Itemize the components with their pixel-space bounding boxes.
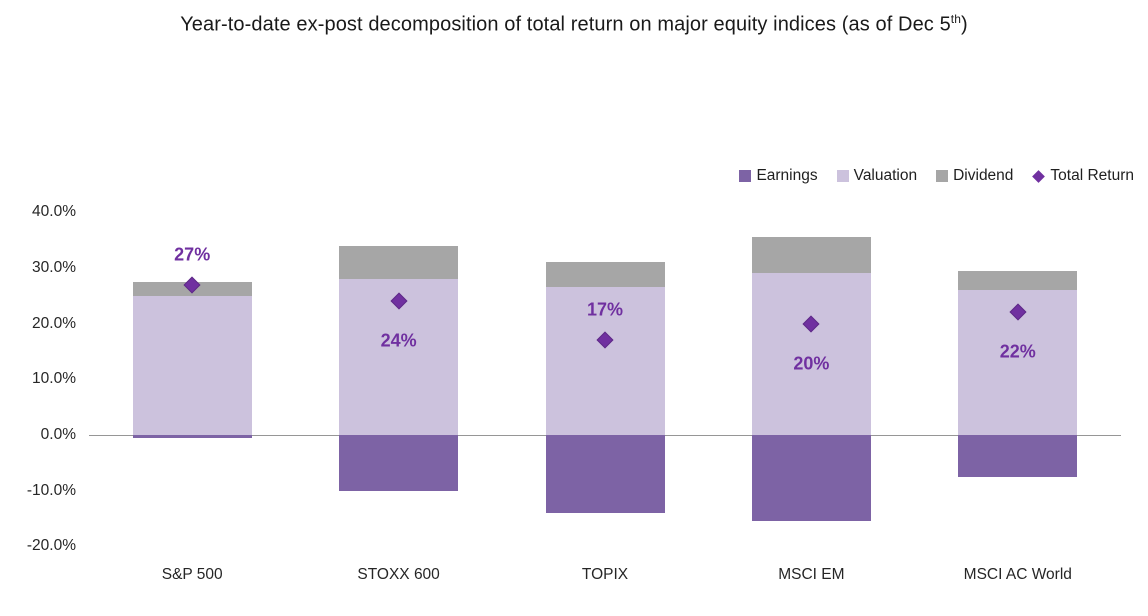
legend-item-valuation: Valuation (836, 167, 918, 185)
total-return-label-stoxx-600: 24% (380, 330, 417, 351)
x-axis-category-msci-em: MSCI EM (778, 566, 845, 583)
legend-item-earnings: Earnings (739, 167, 818, 185)
bar-segment-earnings-stoxx-600 (339, 435, 459, 491)
y-axis-tick-40.0%: 40.0% (32, 203, 76, 221)
x-axis-category-stoxx-600: STOXX 600 (357, 566, 440, 583)
legend-label-total-return: Total Return (1050, 167, 1134, 184)
chart-title-suffix: ) (961, 13, 968, 36)
total-return-label-topix: 17% (586, 299, 624, 320)
legend-item-total-return: Total Return (1032, 167, 1134, 185)
legend-label-valuation: Valuation (853, 167, 918, 184)
x-axis-category-s-p-500: S&P 500 (161, 566, 223, 583)
bar-segment-dividend-msci-em (751, 237, 871, 274)
chart-legend: Earnings Valuation Dividend Total Return (739, 165, 1134, 187)
total-return-label-msci-ac-world: 22% (999, 341, 1036, 362)
legend-item-dividend: Dividend (936, 167, 1013, 185)
bar-segment-valuation-topix (545, 287, 665, 435)
y-axis-tick-20.0%: 20.0% (32, 314, 76, 332)
legend-square-icon-valuation (836, 170, 849, 182)
x-axis-category-msci-ac-world: MSCI AC World (963, 566, 1072, 583)
bar-segment-dividend-topix (545, 262, 665, 288)
chart-title: Year-to-date ex-post decomposition of to… (0, 12, 1148, 37)
bar-segment-earnings-msci-ac-world (958, 435, 1078, 477)
bar-segment-dividend-stoxx-600 (339, 245, 459, 280)
bar-segment-earnings-msci-em (751, 435, 871, 522)
bar-segment-earnings-topix (545, 435, 665, 513)
chart-title-text: Year-to-date ex-post decomposition of to… (180, 13, 951, 36)
total-return-label-msci-em: 20% (793, 353, 830, 374)
legend-square-icon-earnings (739, 170, 752, 182)
x-axis-category-topix: TOPIX (581, 566, 629, 583)
legend-diamond-icon-total-return (1032, 169, 1046, 183)
bar-segment-valuation-s-p-500 (132, 295, 252, 435)
y-axis-tick-0.0%: 0.0% (40, 426, 76, 443)
bar-segment-valuation-msci-em (751, 273, 871, 435)
chart-title-superscript: th (950, 12, 962, 26)
y-axis-tick-10.0%: 10.0% (32, 370, 76, 388)
legend-label-dividend: Dividend (953, 167, 1014, 184)
y-axis-tick-30.0%: 30.0% (32, 258, 76, 276)
bar-segment-dividend-msci-ac-world (958, 270, 1078, 291)
bar-segment-earnings-s-p-500 (132, 435, 252, 438)
y-axis-tick--10.0%: -10.0% (26, 481, 76, 499)
legend-square-icon-dividend (936, 170, 949, 182)
total-return-label-s-p-500: 27% (174, 244, 211, 265)
y-axis-tick--20.0%: -20.0% (26, 537, 76, 555)
legend-label-earnings: Earnings (756, 167, 818, 184)
